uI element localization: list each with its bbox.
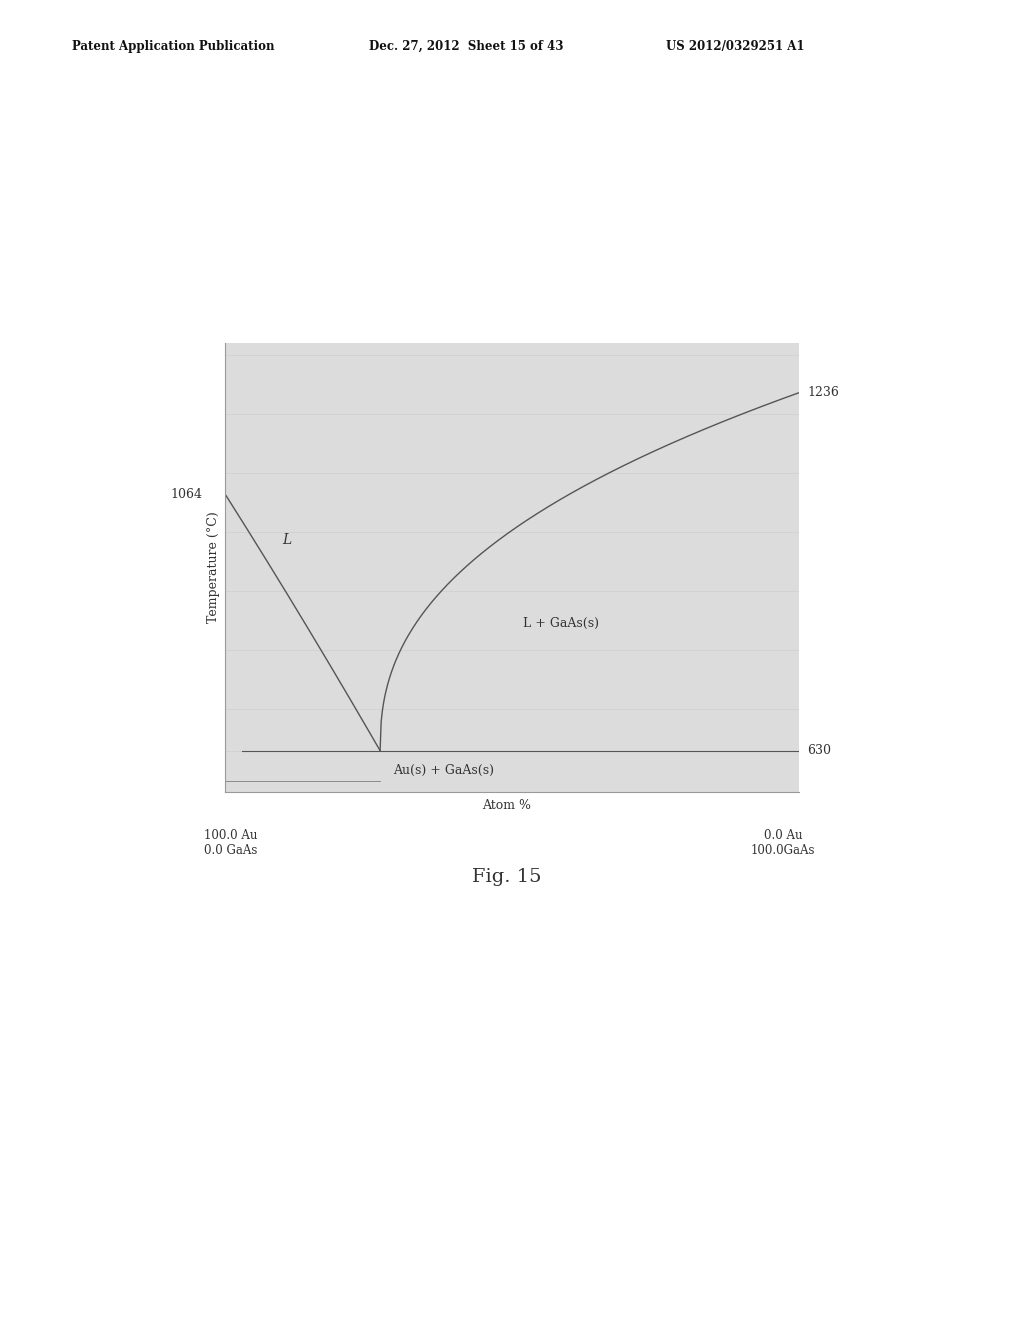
Text: 1064: 1064 xyxy=(170,488,203,500)
Text: 0.0 Au
100.0GaAs: 0.0 Au 100.0GaAs xyxy=(752,829,815,857)
Text: Dec. 27, 2012  Sheet 15 of 43: Dec. 27, 2012 Sheet 15 of 43 xyxy=(369,40,563,53)
Text: Atom %: Atom % xyxy=(482,799,531,812)
Text: Patent Application Publication: Patent Application Publication xyxy=(72,40,274,53)
Text: 100.0 Au
0.0 GaAs: 100.0 Au 0.0 GaAs xyxy=(204,829,257,857)
Y-axis label: Temperature (°C): Temperature (°C) xyxy=(207,512,220,623)
Text: Fig. 15: Fig. 15 xyxy=(472,867,542,886)
Text: 1236: 1236 xyxy=(807,387,840,400)
Text: L + GaAs(s): L + GaAs(s) xyxy=(523,616,599,630)
Text: Au(s) + GaAs(s): Au(s) + GaAs(s) xyxy=(392,764,494,777)
Text: L: L xyxy=(283,533,292,546)
Text: US 2012/0329251 A1: US 2012/0329251 A1 xyxy=(666,40,804,53)
Text: 630: 630 xyxy=(807,744,831,758)
